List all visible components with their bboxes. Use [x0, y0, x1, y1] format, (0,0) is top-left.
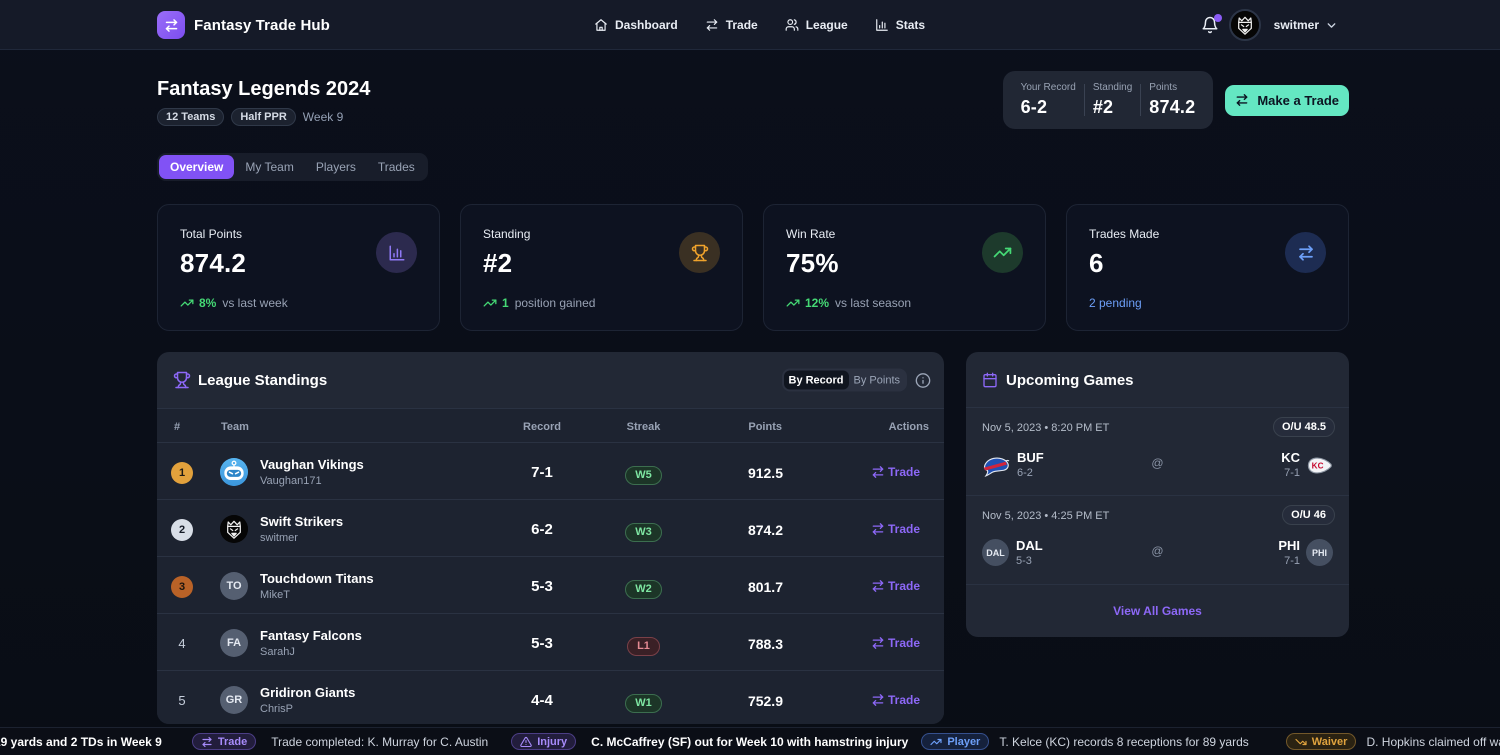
svg-text:KC: KC [1312, 461, 1324, 470]
